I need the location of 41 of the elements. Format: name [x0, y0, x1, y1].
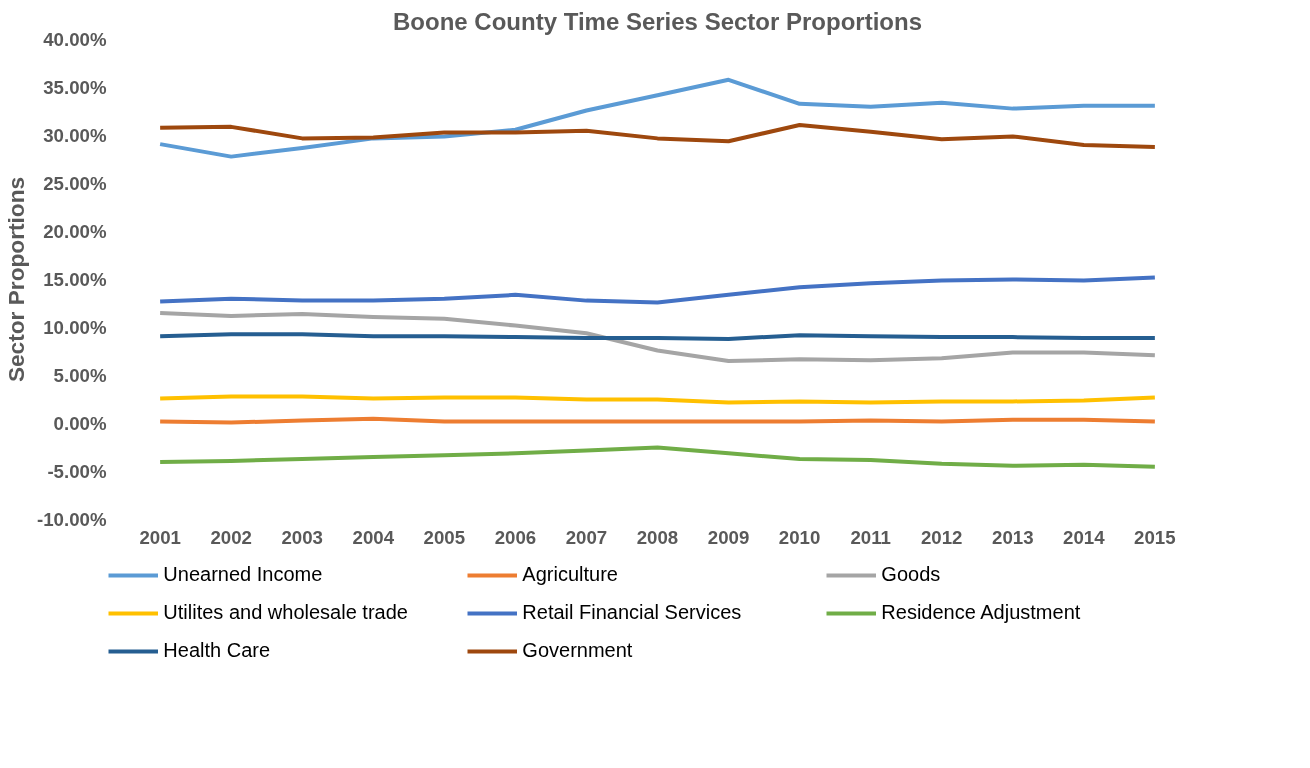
x-tick-label: 2013	[992, 526, 1034, 548]
x-tick-label: 2012	[920, 526, 963, 548]
y-tick-label: 15.00%	[43, 269, 107, 290]
legend-label: Unearned Income	[163, 563, 324, 586]
y-tick-label: 5.00%	[53, 365, 107, 386]
x-tick-label: 2002	[210, 526, 252, 548]
y-tick-label: 20.00%	[43, 221, 107, 242]
legend-label: Agriculture	[522, 563, 619, 586]
x-tick-label: 2003	[281, 526, 323, 548]
x-tick-label: 2010	[778, 526, 821, 548]
legend-label: Goods	[881, 563, 942, 586]
x-tick-label: 2005	[423, 526, 466, 548]
legend-label: Utilites and wholesale trade	[163, 601, 409, 624]
line-series	[158, 275, 1157, 305]
legend-label: Residence Adjustment	[881, 601, 1082, 624]
y-tick-label: -10.00%	[37, 509, 107, 530]
x-tick-label: 2004	[352, 526, 395, 548]
legend-label: Health Care	[163, 639, 272, 662]
y-tick-label: 35.00%	[43, 77, 107, 98]
x-tick-label: 2011	[850, 526, 891, 548]
y-tick-label: 0.00%	[53, 413, 107, 434]
y-axis-title: Sector Proportions	[3, 176, 30, 383]
y-tick-label: -5.00%	[47, 461, 107, 482]
y-tick-label: 25.00%	[43, 173, 107, 194]
line-series	[158, 77, 1157, 159]
line-series	[158, 122, 1157, 150]
x-tick-label: 2007	[565, 526, 608, 548]
chart-title: Boone County Time Series Sector Proportions	[393, 7, 922, 35]
y-tick-label: 40.00%	[43, 29, 107, 50]
legend-label: Retail Financial Services	[522, 601, 743, 624]
x-tick-label: 2014	[1063, 526, 1106, 548]
y-tick-label: 10.00%	[43, 317, 107, 338]
y-tick-label: 30.00%	[43, 125, 107, 146]
x-tick-label: 2015	[1134, 526, 1176, 548]
x-tick-label: 2006	[494, 526, 537, 548]
x-tick-label: 2001	[139, 526, 181, 548]
x-tick-label: 2009	[707, 526, 750, 548]
x-tick-label: 2008	[636, 526, 679, 548]
line-series	[158, 311, 1157, 364]
legend-label: Government	[522, 639, 634, 662]
line-series	[158, 445, 1157, 469]
